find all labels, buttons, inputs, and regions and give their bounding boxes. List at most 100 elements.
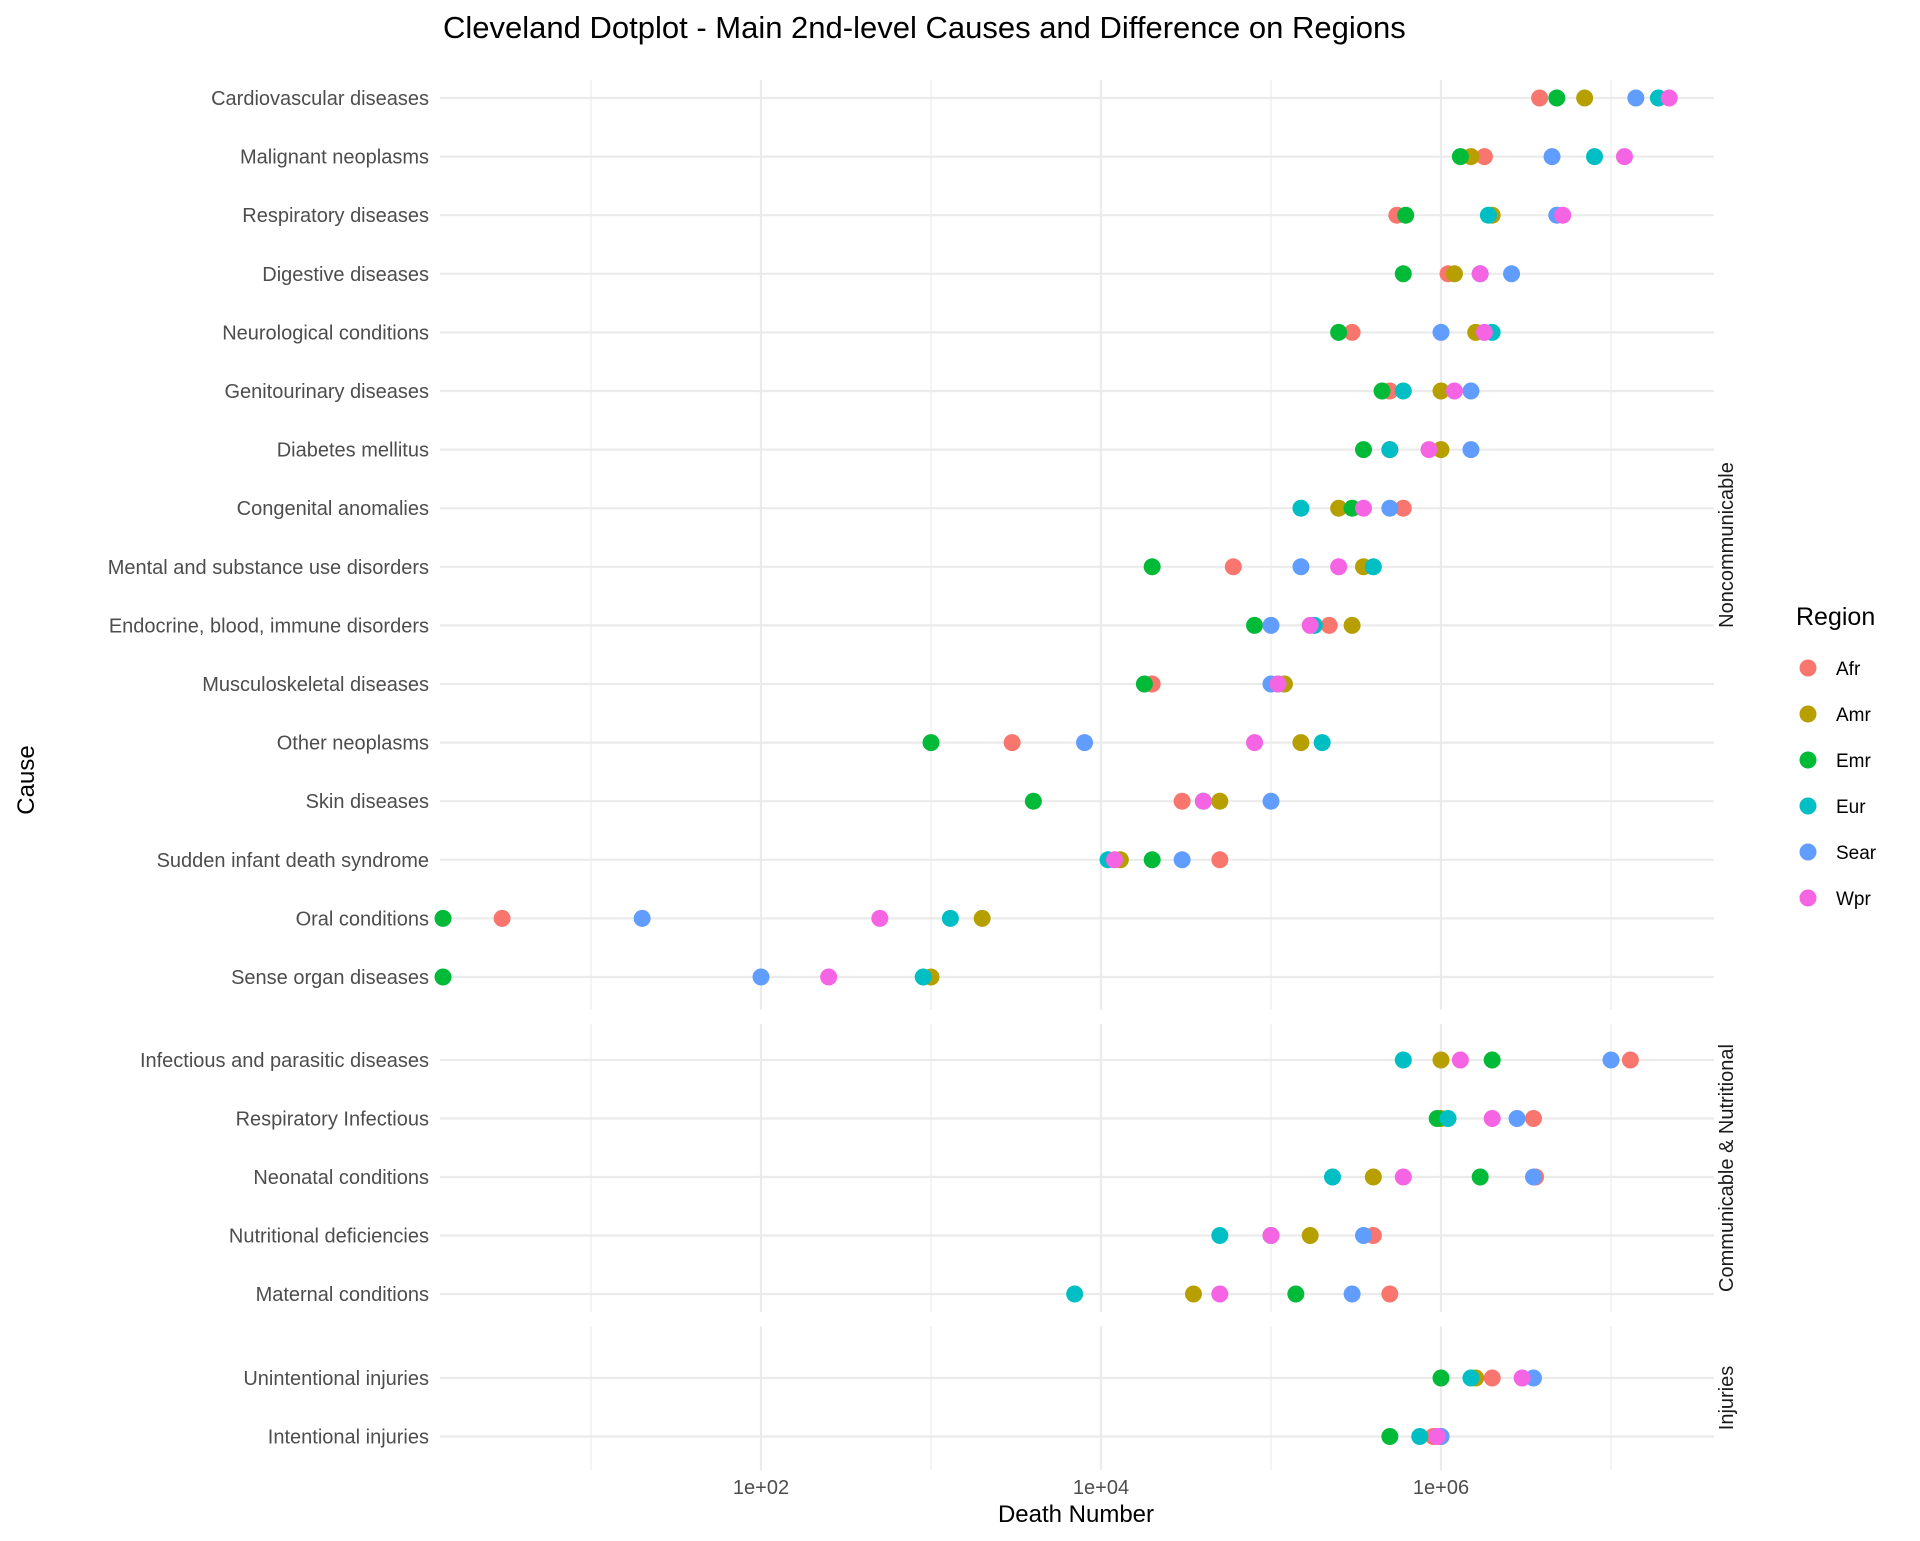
dot-congenital-anomalies-sear — [1381, 499, 1399, 517]
legend-label-afr: Afr — [1836, 659, 1861, 680]
dot-other-neoplasms-emr — [922, 734, 940, 752]
dot-skin-diseases-afr — [1173, 792, 1191, 810]
dot-maternal-conditions-amr — [1184, 1285, 1202, 1303]
cause-label-genitourinary-diseases: Genitourinary diseases — [224, 381, 429, 403]
dot-sudden-infant-death-syndrome-afr — [1211, 851, 1229, 869]
dot-cardiovascular-diseases-sear — [1627, 89, 1645, 107]
dot-respiratory-infectious-afr — [1524, 1110, 1542, 1127]
dot-diabetes-mellitus-wpr — [1420, 441, 1438, 459]
dot-neurological-conditions-wpr — [1475, 323, 1493, 341]
dot-other-neoplasms-sear — [1076, 734, 1094, 752]
legend-key-amr — [1799, 705, 1817, 723]
dot-neurological-conditions-emr — [1330, 323, 1348, 341]
dot-sense-organ-diseases-emr — [434, 968, 452, 986]
facet-panel-injuries: Unintentional injuries Intentional injuri… — [243, 1326, 1738, 1470]
dot-malignant-neoplasms-emr — [1451, 148, 1469, 166]
legend-title: Region — [1796, 603, 1875, 631]
chart-title: Cleveland Dotplot - Main 2nd-level Cause… — [443, 10, 1406, 45]
cause-label-skin-diseases: Skin diseases — [306, 791, 429, 813]
dot-diabetes-mellitus-sear — [1462, 441, 1480, 459]
dot-unintentional-injuries-wpr — [1513, 1369, 1531, 1387]
facet-panels: Cardiovascular diseases Malignant neoplas… — [108, 80, 1738, 1470]
dot-genitourinary-diseases-sear — [1462, 382, 1480, 400]
dot-endocrine-blood-immune-disorders-afr — [1320, 616, 1338, 634]
dot-neonatal-conditions-amr — [1364, 1168, 1382, 1186]
dot-oral-conditions-sear — [633, 909, 651, 927]
dot-genitourinary-diseases-amr — [1432, 382, 1450, 400]
legend-key-eur — [1799, 797, 1817, 815]
dot-other-neoplasms-wpr — [1246, 734, 1264, 752]
cause-label-malignant-neoplasms: Malignant neoplasms — [240, 147, 429, 169]
cause-label-cardiovascular-diseases: Cardiovascular diseases — [211, 88, 429, 110]
dot-skin-diseases-amr — [1211, 792, 1229, 810]
dot-infectious-and-parasitic-diseases-afr — [1621, 1051, 1639, 1069]
cause-label-nutritional-deficiencies: Nutritional deficiencies — [229, 1226, 429, 1248]
dot-nutritional-deficiencies-eur — [1211, 1227, 1229, 1244]
x-tick-label: 1e+02 — [733, 1477, 789, 1499]
dot-diabetes-mellitus-amr — [1432, 441, 1450, 459]
dot-cardiovascular-diseases-amr — [1576, 89, 1594, 107]
facet-panel-noncommunicable: Cardiovascular diseases Malignant neoplas… — [108, 80, 1738, 1010]
dot-genitourinary-diseases-wpr — [1445, 382, 1463, 400]
dot-respiratory-diseases-wpr — [1554, 206, 1572, 224]
cause-label-other-neoplasms: Other neoplasms — [277, 733, 429, 755]
dot-oral-conditions-amr — [973, 909, 991, 927]
dot-digestive-diseases-wpr — [1471, 265, 1489, 283]
dot-maternal-conditions-sear — [1343, 1285, 1361, 1303]
dot-cardiovascular-diseases-wpr — [1660, 89, 1678, 107]
dot-respiratory-infectious-wpr — [1483, 1110, 1501, 1127]
cause-label-oral-conditions: Oral conditions — [296, 908, 429, 930]
y-axis-title: Cause — [13, 745, 40, 814]
legend-label-wpr: Wpr — [1836, 889, 1872, 910]
dot-other-neoplasms-afr — [1003, 734, 1021, 752]
cause-label-maternal-conditions: Maternal conditions — [256, 1284, 429, 1306]
dot-oral-conditions-eur — [941, 909, 959, 927]
legend-label-eur: Eur — [1836, 797, 1866, 818]
cause-label-intentional-injuries: Intentional injuries — [268, 1427, 429, 1449]
dot-maternal-conditions-emr — [1287, 1285, 1305, 1303]
dot-cardiovascular-diseases-emr — [1548, 89, 1566, 107]
dot-oral-conditions-wpr — [871, 909, 889, 927]
dot-endocrine-blood-immune-disorders-sear — [1262, 616, 1280, 634]
dot-unintentional-injuries-eur — [1462, 1369, 1480, 1387]
dot-respiratory-infectious-eur — [1439, 1110, 1457, 1127]
dot-skin-diseases-wpr — [1194, 792, 1212, 810]
dot-neonatal-conditions-eur — [1323, 1168, 1341, 1186]
dot-neurological-conditions-afr — [1343, 323, 1361, 341]
dot-genitourinary-diseases-eur — [1394, 382, 1412, 400]
cause-label-congenital-anomalies: Congenital anomalies — [237, 498, 429, 520]
dot-congenital-anomalies-amr — [1330, 499, 1348, 517]
cause-label-digestive-diseases: Digestive diseases — [262, 264, 429, 286]
dot-maternal-conditions-eur — [1066, 1285, 1084, 1303]
dot-respiratory-diseases-emr — [1397, 206, 1415, 224]
dot-unintentional-injuries-emr — [1432, 1369, 1450, 1387]
dot-respiratory-infectious-sear — [1508, 1110, 1526, 1127]
dot-sudden-infant-death-syndrome-emr — [1143, 851, 1161, 869]
dot-congenital-anomalies-afr — [1394, 499, 1412, 517]
legend-key-sear — [1799, 843, 1817, 861]
cause-label-sense-organ-diseases: Sense organ diseases — [231, 967, 429, 989]
dot-skin-diseases-sear — [1262, 792, 1280, 810]
dot-digestive-diseases-emr — [1394, 265, 1412, 283]
cause-label-respiratory-diseases: Respiratory diseases — [242, 205, 429, 227]
dot-musculoskeletal-diseases-emr — [1135, 675, 1153, 693]
dot-maternal-conditions-afr — [1381, 1285, 1399, 1303]
dot-malignant-neoplasms-afr — [1475, 148, 1493, 166]
dot-diabetes-mellitus-emr — [1354, 441, 1372, 459]
legend-key-wpr — [1799, 889, 1817, 907]
dot-endocrine-blood-immune-disorders-wpr — [1301, 616, 1319, 634]
dot-digestive-diseases-amr — [1445, 265, 1463, 283]
dot-nutritional-deficiencies-amr — [1301, 1227, 1319, 1244]
dot-intentional-injuries-eur — [1411, 1428, 1429, 1445]
cause-label-mental-and-substance-use-disorders: Mental and substance use disorders — [108, 557, 429, 579]
dot-respiratory-diseases-eur — [1479, 206, 1497, 224]
cause-label-neonatal-conditions: Neonatal conditions — [253, 1167, 429, 1189]
x-tick-label: 1e+06 — [1413, 1477, 1469, 1499]
dot-congenital-anomalies-wpr — [1354, 499, 1372, 517]
dot-digestive-diseases-sear — [1503, 265, 1521, 283]
dot-infectious-and-parasitic-diseases-amr — [1432, 1051, 1450, 1069]
dot-neonatal-conditions-sear — [1524, 1168, 1542, 1186]
dot-unintentional-injuries-afr — [1483, 1369, 1501, 1387]
dot-sudden-infant-death-syndrome-sear — [1173, 851, 1191, 869]
